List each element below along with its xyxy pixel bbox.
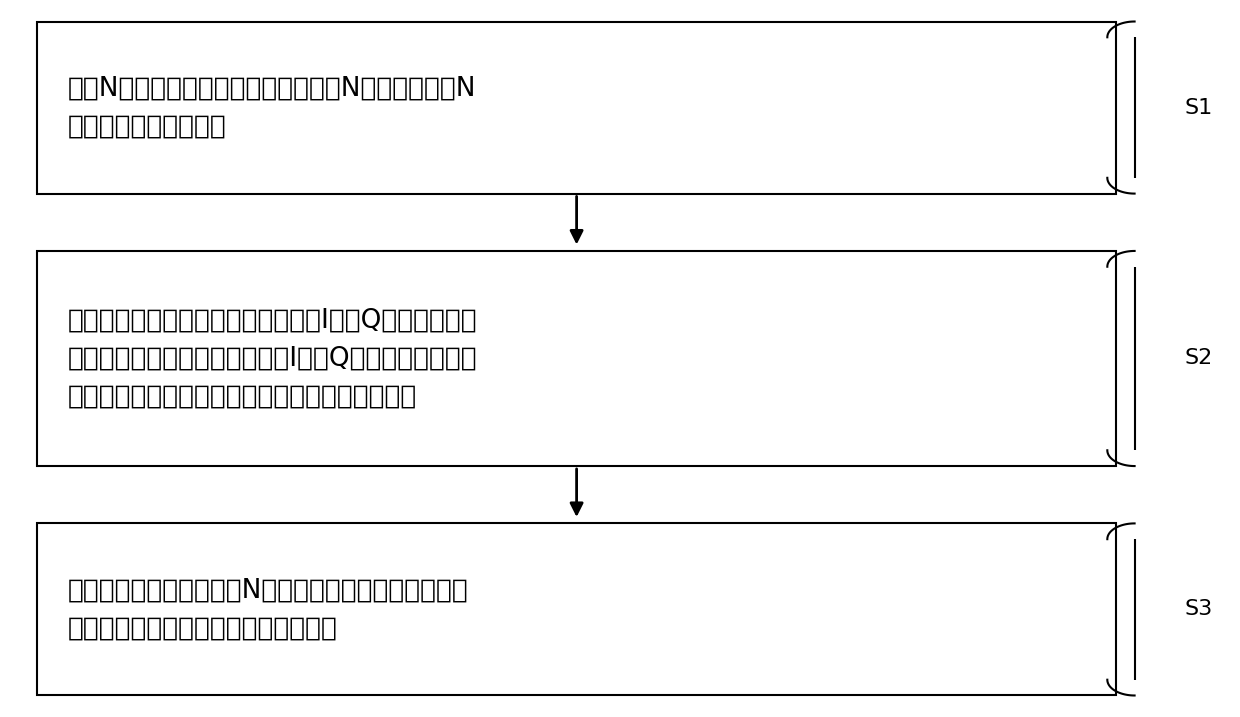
Bar	[37, 523, 1116, 695]
Text: 获取连续相位调制信号的基带数据的I路和Q路信号波形的
采样数据，在每个采样时刻判断I路和Q路波形是否均具有
单调性，若不是，则在相应的计数器进行定值累加: 获取连续相位调制信号的基带数据的I路和Q路信号波形的 采样数据，在每个采样时刻判…	[68, 308, 477, 409]
Text: S3: S3	[1184, 599, 1213, 619]
Text: 经一定采样时间后，比较N个计数器的计数值，以数值最
大者对应的采样时刻作为码元起始时刻: 经一定采样时间后，比较N个计数器的计数值，以数值最 大者对应的采样时刻作为码元起…	[68, 577, 469, 642]
Text: 设置N个计数器，分别对应码元周期的N个采样时刻，N
为每个码元的采样点数: 设置N个计数器，分别对应码元周期的N个采样时刻，N 为每个码元的采样点数	[68, 75, 476, 140]
Text: S1: S1	[1184, 98, 1213, 118]
Bar	[37, 22, 1116, 194]
Bar	[37, 251, 1116, 466]
Text: S2: S2	[1184, 348, 1213, 369]
